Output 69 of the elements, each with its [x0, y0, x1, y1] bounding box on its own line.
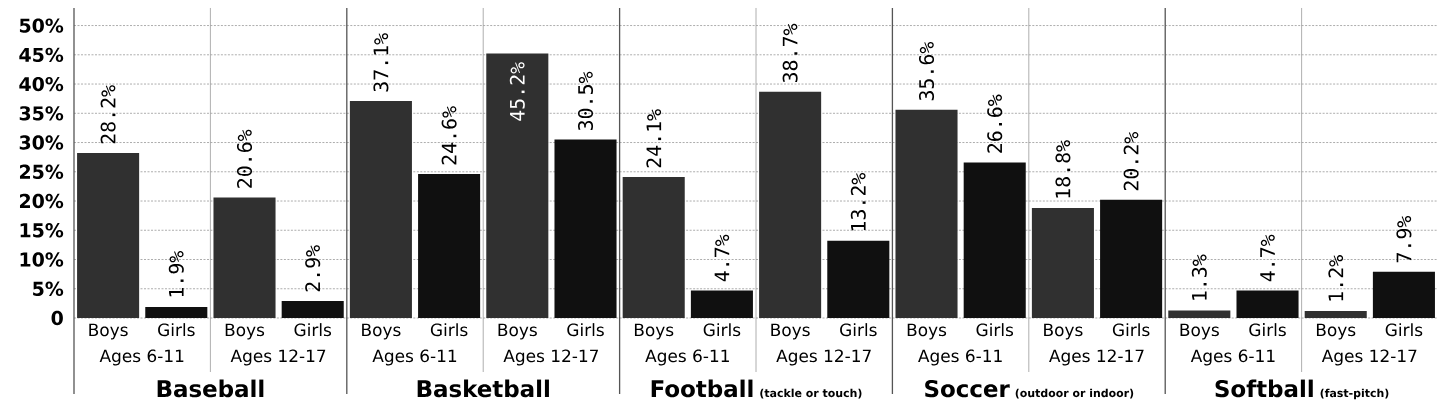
x-tick-label: Boys — [89, 323, 128, 340]
x-tick-label: Boys — [498, 323, 537, 340]
x-axis-title: Ages 12-17 — [230, 349, 326, 366]
x-axis-title: Ages 12-17 — [1049, 349, 1144, 366]
x-tick-label: Girls — [1112, 323, 1150, 337]
data-label: 1.2% — [1328, 255, 1344, 301]
x-tick-label: Girls — [567, 323, 604, 337]
x-tick-label: Boys — [1180, 323, 1219, 340]
data-label: 7.9% — [1396, 215, 1412, 263]
x-tick-label: Girls — [840, 323, 877, 337]
text: Football — [651, 379, 753, 398]
x-tick-label: Boys — [907, 323, 947, 340]
y-tick-label: 0 — [51, 310, 63, 326]
x-tick-label: Girls — [430, 323, 468, 337]
x-axis-title: Ages 12-17 — [503, 349, 599, 366]
data-label: 18.8% — [1055, 140, 1071, 198]
data-label: 35.6% — [918, 41, 935, 101]
text: (tackle or touch) — [760, 388, 862, 399]
x-tick-label: Girls — [1385, 323, 1423, 337]
x-axis-title: Ages 12-17 — [1321, 349, 1417, 366]
x-tick-label: Boys — [634, 323, 674, 340]
y-tick-label: 40% — [19, 76, 64, 92]
x-axis-title: Ages 6-11 — [1190, 349, 1275, 366]
y-tick-label: 35% — [19, 106, 64, 121]
data-label: 1.3% — [1191, 254, 1207, 300]
x-tick-label: Girls — [976, 323, 1014, 337]
data-label: 2.9% — [305, 245, 321, 292]
x-axis-title: Ages 6-11 — [99, 349, 184, 366]
text: Softball — [1215, 379, 1313, 398]
data-label: 24.1% — [646, 109, 662, 168]
x-axis-title: Ages 6-11 — [918, 349, 1002, 366]
x-tick-label: Boys — [1044, 323, 1083, 340]
x-tick-label: Girls — [294, 323, 332, 337]
x-tick-label: Boys — [771, 323, 810, 340]
x-axis-title: Ages 6-11 — [645, 349, 729, 366]
y-tick-label: 15% — [20, 223, 64, 238]
x-axis-title: Ages 6-11 — [372, 349, 457, 366]
data-label: 26.6% — [987, 94, 1003, 153]
text: Baseball — [157, 379, 264, 398]
text: Soccer — [925, 379, 1010, 398]
y-tick-label: 10% — [20, 252, 64, 267]
text: (outdoor or indoor) — [1015, 388, 1134, 399]
x-tick-label: Girls — [703, 323, 741, 337]
y-tick-label: 30% — [19, 135, 64, 150]
data-label: 24.6% — [441, 106, 457, 165]
text: (fast-pitch) — [1320, 388, 1389, 400]
y-tick-label: 50% — [19, 18, 64, 33]
x-tick-label: Girls — [158, 323, 195, 337]
data-label: 45.2% — [509, 62, 525, 121]
data-label: 4.7% — [1260, 234, 1275, 282]
data-label: 38.7% — [782, 23, 798, 83]
x-tick-label: Boys — [225, 323, 265, 340]
y-tick-label: 25% — [19, 164, 64, 179]
data-label: 4.7% — [714, 234, 730, 282]
text: Basketball — [417, 379, 549, 398]
x-tick-label: Boys — [1316, 323, 1356, 340]
data-label: 28.2% — [100, 85, 116, 144]
data-label: 13.2% — [850, 172, 866, 231]
data-label: 1.9% — [168, 251, 184, 297]
y-tick-label: 45% — [19, 47, 64, 62]
y-tick-label: 5% — [33, 281, 64, 296]
data-label: 30.5% — [577, 71, 594, 131]
data-label: 20.6% — [236, 129, 253, 188]
data-label: 37.1% — [373, 33, 389, 92]
x-tick-label: Girls — [1249, 323, 1286, 337]
data-label: 20.2% — [1123, 132, 1139, 191]
x-tick-label: Boys — [362, 323, 401, 340]
x-axis-title: Ages 12-17 — [776, 349, 871, 366]
y-tick-label: 20% — [19, 193, 64, 209]
